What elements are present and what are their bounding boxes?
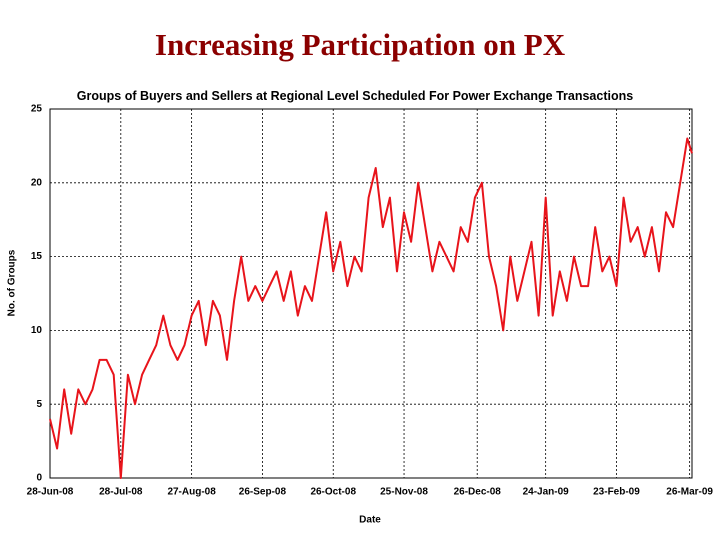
slide-title: Increasing Participation on PX	[155, 27, 566, 62]
y-tick-label: 15	[31, 251, 43, 262]
x-tick-label: 26-Dec-08	[454, 487, 502, 498]
x-tick-label: 27-Aug-08	[167, 487, 216, 498]
x-tick-label: 28-Jun-08	[27, 487, 74, 498]
chart-title: Groups of Buyers and Sellers at Regional…	[77, 89, 633, 103]
x-tick-label: 23-Feb-09	[593, 487, 640, 498]
y-tick-label: 0	[36, 473, 42, 484]
x-tick-label: 26-Oct-08	[310, 487, 356, 498]
y-tick-label: 10	[31, 325, 43, 336]
y-axis-label: No. of Groups	[7, 249, 18, 316]
x-tick-label: 28-Jul-08	[99, 487, 143, 498]
x-tick-label: 26-Mar-09	[666, 487, 713, 498]
x-tick-label: 25-Nov-08	[380, 487, 428, 498]
x-tick-label: 24-Jan-09	[523, 487, 570, 498]
x-axis-label: Date	[359, 515, 381, 526]
y-tick-label: 5	[36, 399, 42, 410]
data-line	[49, 137, 693, 479]
y-tick-label: 25	[31, 104, 43, 115]
x-tick-label: 26-Sep-08	[239, 487, 287, 498]
y-tick-label: 20	[31, 177, 43, 188]
plot-frame	[49, 108, 693, 479]
